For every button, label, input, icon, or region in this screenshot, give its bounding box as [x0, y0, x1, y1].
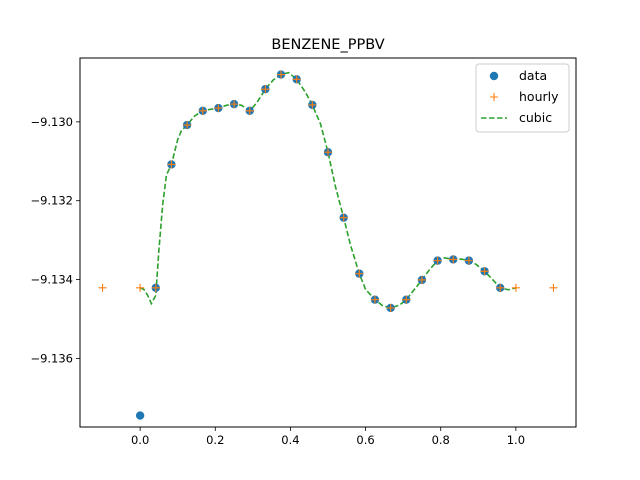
y-tick-label: −9.134: [30, 273, 73, 287]
chart-title: BENZENE_PPBV: [271, 37, 384, 53]
x-tick-label: 0.2: [206, 433, 224, 447]
hourly-point: [261, 85, 270, 94]
hourly-point: [214, 104, 223, 113]
hourly-point: [167, 160, 176, 169]
legend: data hourly cubic: [475, 63, 570, 133]
hourly-point: [183, 121, 192, 130]
y-tick-label: −9.136: [30, 351, 73, 365]
hourly-point: [198, 106, 207, 115]
hourly-point: [292, 75, 301, 84]
x-axis: 0.0 0.2 0.4 0.6 0.8 1.0: [131, 427, 525, 447]
legend-frame: [475, 63, 570, 133]
legend-label: data: [519, 68, 547, 83]
hourly-point: [464, 256, 473, 265]
hourly-point: [355, 269, 364, 278]
hourly-point: [480, 267, 489, 276]
x-tick-label: 0.8: [432, 433, 450, 447]
hourly-point: [433, 256, 442, 265]
hourly-point: [511, 283, 520, 292]
x-tick-label: 0.0: [131, 433, 149, 447]
cubic-line: [139, 71, 517, 309]
hourly-point: [324, 148, 332, 157]
y-tick-label: −9.132: [30, 194, 73, 208]
hourly-point: [339, 213, 348, 222]
hourly-point: [549, 283, 558, 292]
hourly-point: [277, 70, 286, 79]
legend-marker-hourly: [490, 93, 498, 101]
hourly-point: [370, 295, 379, 304]
hourly-point: [496, 283, 505, 292]
y-tick-label: −9.130: [30, 115, 73, 129]
hourly-point: [402, 295, 411, 304]
hourly-point: [245, 106, 254, 115]
plot-area: [98, 70, 558, 420]
hourly-point: [136, 283, 145, 292]
axes-frame: [79, 57, 577, 428]
hourly-point: [417, 275, 426, 284]
hourly-point: [230, 100, 239, 109]
hourly-point: [98, 283, 107, 292]
x-tick-label: 0.6: [356, 433, 374, 447]
data-point: [135, 411, 145, 420]
hourly-point: [386, 303, 395, 312]
x-tick-label: 0.4: [281, 433, 299, 447]
legend-label: cubic: [519, 110, 552, 125]
legend-label: hourly: [519, 89, 559, 104]
hourly-point: [308, 100, 317, 109]
legend-marker-data: [489, 71, 499, 81]
y-axis: −9.136 −9.134 −9.132 −9.130: [30, 115, 80, 365]
hourly-point: [449, 255, 458, 264]
x-tick-label: 1.0: [507, 433, 525, 447]
hourly-point: [151, 283, 160, 292]
